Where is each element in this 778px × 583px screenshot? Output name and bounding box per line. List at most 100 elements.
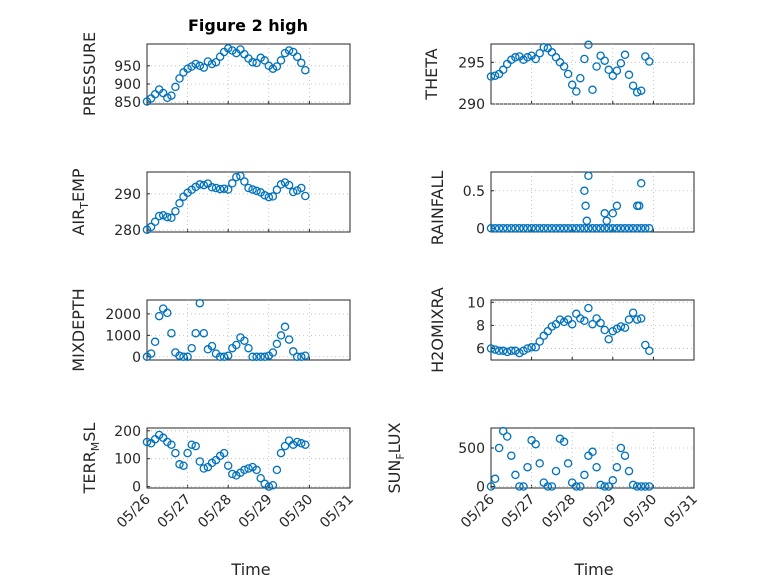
markers xyxy=(486,303,654,358)
y-axis-label-subscript: T xyxy=(78,202,91,210)
y-axis-label-part-1: AIR xyxy=(69,209,88,236)
data-point xyxy=(215,352,225,362)
data-point xyxy=(636,482,646,491)
data-point xyxy=(576,224,585,233)
figure-title: Figure 2 high xyxy=(188,16,308,35)
data-point xyxy=(187,440,196,449)
data-point xyxy=(600,209,609,218)
data-point xyxy=(547,48,557,57)
data-point xyxy=(632,88,642,97)
y-ticks: 0 500 xyxy=(458,441,485,495)
data-point xyxy=(183,448,192,458)
data-point xyxy=(507,224,516,233)
x-tick-label: 05/29 xyxy=(580,492,620,532)
y-tick-label: 0 xyxy=(132,480,141,496)
data-point xyxy=(555,224,565,233)
data-point xyxy=(494,443,504,453)
data-point xyxy=(486,344,496,353)
data-point xyxy=(636,179,646,188)
data-point xyxy=(563,459,573,468)
data-point xyxy=(183,352,192,362)
data-point xyxy=(616,322,626,331)
x-axis-label: Time xyxy=(573,560,613,579)
data-point xyxy=(276,331,286,340)
data-point xyxy=(592,462,601,472)
data-point xyxy=(645,482,654,491)
y-tick-label: 290 xyxy=(458,97,485,113)
y-axis-label: H2OMIXRA xyxy=(428,287,447,373)
y-tick-label: 0 xyxy=(476,479,485,495)
x-ticks: 05/26 05/27 05/28 05/29 05/30 05/31 xyxy=(114,491,357,531)
data-point xyxy=(146,349,156,358)
y-axis-label-part-1: TERR xyxy=(80,451,99,494)
data-point xyxy=(264,192,274,202)
data-point xyxy=(523,462,532,472)
y-tick-label: 100 xyxy=(114,452,141,468)
x-tick-label: 05/30 xyxy=(276,492,316,532)
data-point xyxy=(297,439,306,448)
data-point xyxy=(535,337,544,346)
data-point xyxy=(645,57,654,66)
y-tick-label: 295 xyxy=(458,55,485,71)
y-axis-label-part-1: SUN xyxy=(385,460,404,494)
x-tick-label: 05/28 xyxy=(195,492,235,532)
y-ticks: 0 100 200 xyxy=(114,424,141,496)
data-point xyxy=(179,352,188,362)
y-axis-label: PRESSURE xyxy=(80,32,99,116)
data-point xyxy=(584,40,593,50)
panel-mixdepth: 0 1000 2000 MIXDEPTH xyxy=(69,288,351,372)
data-point xyxy=(490,474,500,484)
data-point xyxy=(260,56,269,65)
data-point xyxy=(167,328,176,338)
data-point xyxy=(596,224,605,233)
y-axis-label: RAINFALL xyxy=(428,171,447,246)
data-point xyxy=(543,482,553,491)
y-tick-label: 2000 xyxy=(105,307,141,323)
markers xyxy=(142,298,310,362)
data-point xyxy=(252,186,261,196)
data-point xyxy=(219,352,229,362)
data-point xyxy=(272,185,282,195)
y-axis-label: MIXDEPTH xyxy=(69,288,88,371)
y-axis-label-part-2: LUX xyxy=(385,422,404,453)
data-point xyxy=(219,448,229,458)
data-point xyxy=(494,346,504,356)
data-point xyxy=(167,91,176,100)
data-point xyxy=(531,343,540,352)
x-axis-label: Time xyxy=(230,560,270,579)
data-point xyxy=(563,224,573,233)
data-point xyxy=(191,441,200,451)
y-tick-label: 290 xyxy=(114,187,141,203)
data-point xyxy=(616,224,626,233)
data-point xyxy=(236,171,245,181)
y-tick-label: 950 xyxy=(114,59,141,75)
data-point xyxy=(624,224,634,233)
data-point xyxy=(490,345,500,354)
data-point xyxy=(576,482,585,491)
data-point xyxy=(207,59,217,69)
y-ticks: 0 1000 2000 xyxy=(105,307,141,366)
data-point xyxy=(588,224,597,233)
data-point xyxy=(207,183,217,192)
data-point xyxy=(175,351,184,360)
panel-pressure: 850 900 950 PRESSURE Figure 2 high xyxy=(80,16,351,116)
y-tick-label: 1000 xyxy=(105,328,141,344)
data-point xyxy=(280,441,290,451)
data-point xyxy=(240,177,249,186)
data-point xyxy=(511,53,520,62)
data-point xyxy=(502,224,512,233)
panel-h2omixra: 6 8 10 H2OMIXRA xyxy=(428,287,695,373)
data-point xyxy=(592,62,601,71)
data-point xyxy=(175,199,184,208)
data-point xyxy=(498,65,508,75)
data-point xyxy=(248,352,257,362)
data-point xyxy=(292,352,302,362)
data-point xyxy=(612,224,622,233)
y-tick-label: 280 xyxy=(114,223,141,239)
data-point xyxy=(252,58,261,68)
data-point xyxy=(608,224,618,233)
data-point xyxy=(146,222,156,232)
data-point xyxy=(507,346,516,356)
data-point xyxy=(288,187,298,197)
